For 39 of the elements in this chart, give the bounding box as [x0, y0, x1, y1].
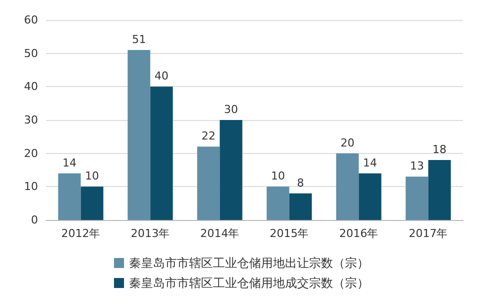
- bar: [80, 186, 104, 220]
- data-label: 10: [85, 170, 100, 183]
- bar: [197, 146, 220, 220]
- bar: [150, 86, 173, 220]
- legend-label: 秦皇岛市市辖区工业仓储用地出让宗数（宗）: [129, 256, 369, 270]
- data-label: 30: [224, 103, 238, 116]
- y-tick-label: 30: [24, 114, 38, 126]
- y-tick-label: 40: [24, 80, 38, 94]
- x-tick-label: 2013年: [130, 227, 170, 240]
- bar: [128, 50, 150, 220]
- y-tick-label: 50: [24, 46, 38, 60]
- x-tick-label: 2012年: [61, 227, 100, 240]
- data-label: 14: [62, 156, 76, 170]
- y-tick-label: 60: [24, 14, 38, 26]
- x-tick-label: 2014年: [200, 227, 240, 240]
- legend-label: 秦皇岛市市辖区工业仓储用地成交宗数（宗）: [129, 276, 369, 290]
- y-tick-label: 20: [24, 146, 38, 160]
- bar: [266, 186, 290, 220]
- data-label: 22: [201, 130, 216, 143]
- bar: [58, 173, 81, 220]
- bar: [406, 176, 428, 220]
- x-tick-label: 2015年: [270, 227, 309, 240]
- y-tick-label: 10: [24, 180, 38, 194]
- y-tick-label: 0: [31, 214, 38, 226]
- data-label: 14: [363, 156, 378, 170]
- bar: [358, 173, 382, 220]
- data-label: 20: [340, 136, 354, 150]
- bar: [220, 120, 242, 220]
- data-label: 8: [297, 176, 304, 190]
- data-label: 13: [410, 160, 424, 173]
- data-label: 40: [154, 70, 169, 83]
- x-tick-label: 2017年: [408, 227, 448, 240]
- bar: [428, 160, 451, 220]
- data-label: 18: [432, 143, 447, 156]
- bar: [289, 193, 312, 220]
- bar: [336, 153, 359, 220]
- data-label: 51: [132, 33, 146, 46]
- x-tick-label: 2016年: [339, 227, 378, 240]
- data-label: 10: [270, 170, 285, 183]
